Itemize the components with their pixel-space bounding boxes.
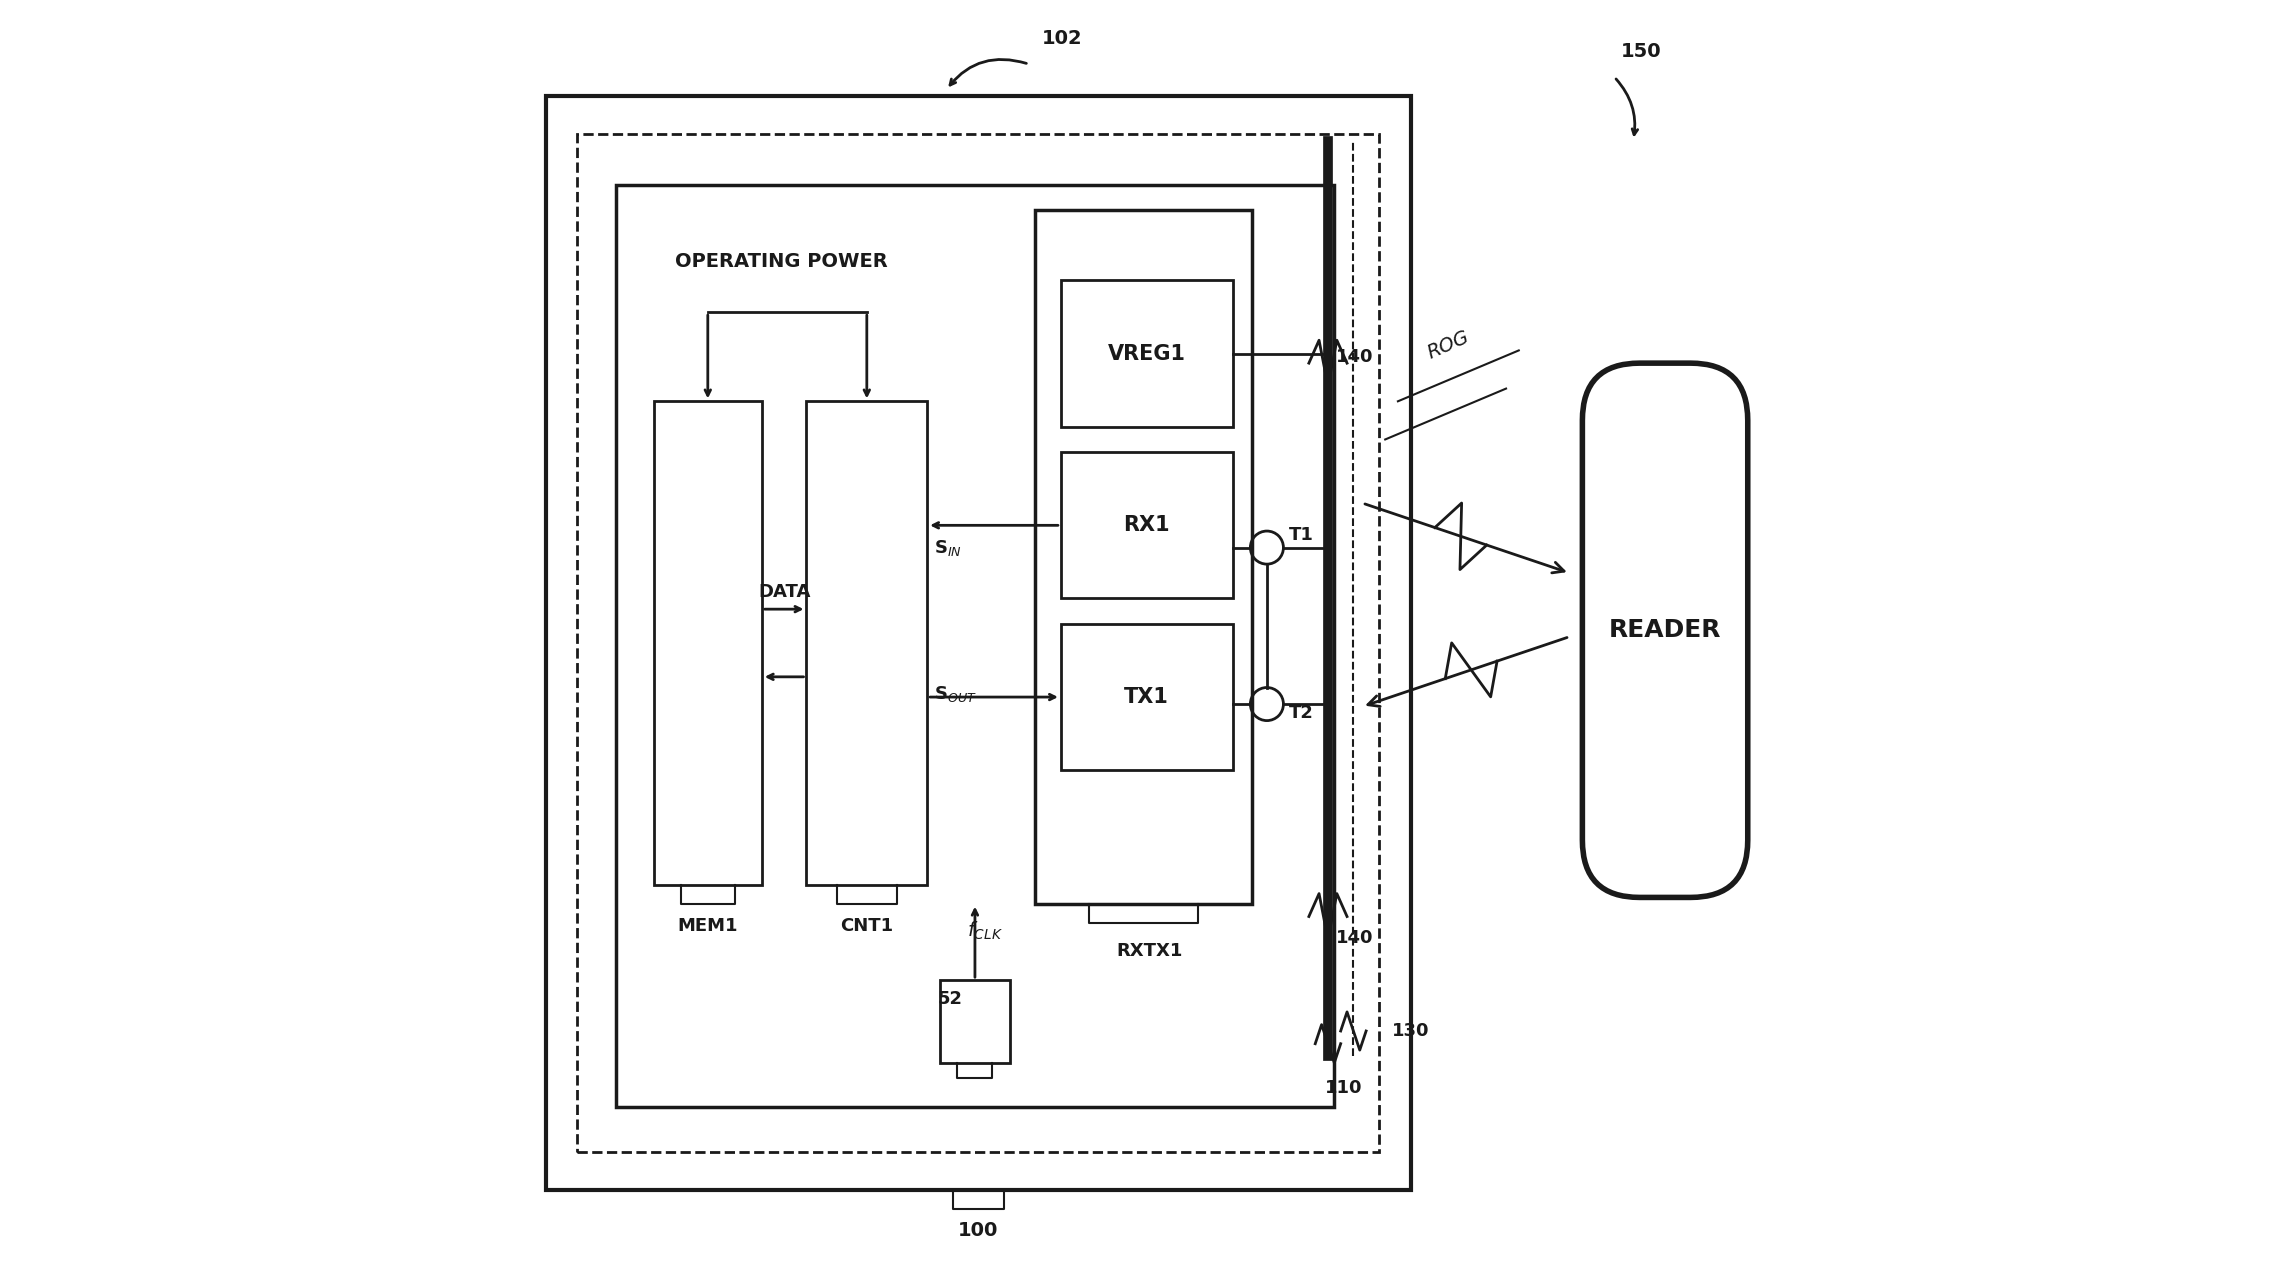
Bar [547, 96, 1411, 1190]
Text: OPERATING POWER: OPERATING POWER [675, 252, 887, 271]
Text: TX1: TX1 [1125, 687, 1169, 707]
Text: 150: 150 [1621, 42, 1660, 60]
Bar [576, 134, 1379, 1152]
Text: 140: 140 [1336, 928, 1372, 946]
Bar [1061, 453, 1233, 598]
Text: 100: 100 [958, 1222, 999, 1240]
Text: 102: 102 [1043, 30, 1082, 49]
Bar [1036, 211, 1251, 904]
Bar [940, 980, 1011, 1062]
Text: MEM1: MEM1 [677, 917, 739, 935]
FancyBboxPatch shape [1583, 363, 1747, 898]
Text: RX1: RX1 [1123, 516, 1171, 535]
Text: 110: 110 [1326, 1079, 1363, 1097]
Text: RXTX1: RXTX1 [1116, 941, 1182, 959]
Text: CNT1: CNT1 [839, 917, 894, 935]
Text: READER: READER [1608, 619, 1722, 642]
Text: $f_{CLK}$: $f_{CLK}$ [967, 919, 1002, 941]
Bar [654, 401, 762, 885]
Text: 140: 140 [1336, 347, 1372, 365]
Text: DATA: DATA [757, 583, 810, 601]
Bar [1061, 624, 1233, 770]
Text: S$_{IN}$: S$_{IN}$ [933, 538, 961, 558]
Text: 52: 52 [938, 990, 963, 1008]
Text: 130: 130 [1390, 1022, 1429, 1040]
Bar [615, 185, 1333, 1107]
Bar [807, 401, 926, 885]
Text: ROG: ROG [1425, 328, 1473, 363]
Bar [1061, 280, 1233, 427]
Text: T1: T1 [1288, 526, 1313, 544]
Text: VREG1: VREG1 [1107, 343, 1185, 364]
Text: S$_{OUT}$: S$_{OUT}$ [933, 684, 977, 703]
Text: T2: T2 [1288, 703, 1313, 721]
